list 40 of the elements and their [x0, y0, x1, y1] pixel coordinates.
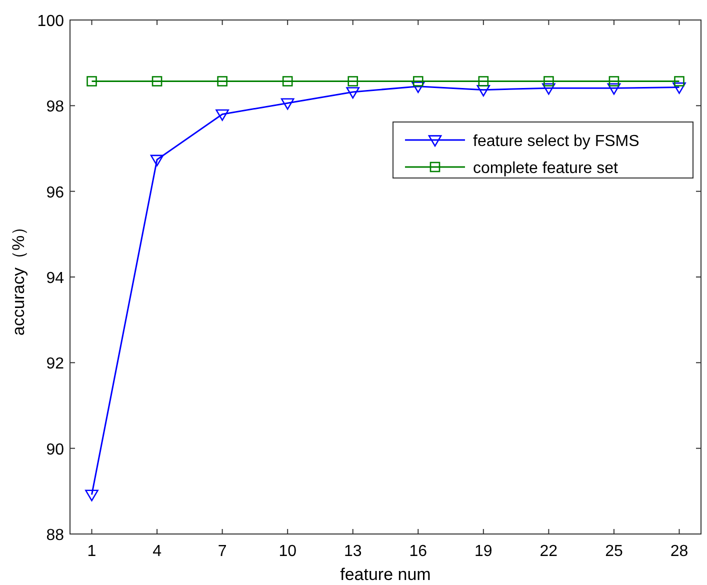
point [544, 76, 554, 86]
point [282, 76, 293, 86]
y-tick-label: 98 [46, 98, 64, 116]
x-tick-label: 28 [670, 543, 688, 560]
point [346, 87, 360, 99]
y-tick-label: 92 [46, 356, 64, 373]
y-tick-label: 88 [46, 527, 64, 544]
x-tick-label: 7 [218, 543, 227, 560]
x-axis-title: feature num [340, 565, 431, 584]
x-tick-label: 10 [278, 543, 297, 560]
x-tick-label: 16 [409, 543, 428, 560]
point [608, 76, 620, 86]
point [348, 76, 358, 86]
point [411, 82, 425, 94]
x-tick-label: 4 [152, 543, 162, 560]
y-tick-label: 94 [46, 270, 64, 287]
x-tick-label: 22 [540, 543, 558, 560]
legend-label: complete feature set [473, 160, 619, 177]
legend-label: feature select by FSMS [473, 133, 640, 150]
point [85, 490, 98, 502]
point [607, 83, 621, 95]
point [86, 76, 97, 86]
point [412, 76, 424, 86]
point [280, 98, 294, 110]
point [217, 76, 228, 86]
point [672, 82, 686, 94]
y-axis-title: accuracy（%） [9, 218, 28, 336]
point [478, 76, 489, 86]
x-tick-label: 19 [474, 543, 492, 560]
y-tick-label: 100 [37, 13, 64, 30]
point [542, 83, 556, 95]
point [152, 76, 162, 86]
point [150, 154, 164, 166]
x-tick-label: 1 [87, 543, 96, 560]
point [674, 76, 684, 86]
y-tick-label: 90 [46, 441, 64, 458]
x-tick-label: 13 [344, 543, 362, 560]
y-tick-label: 96 [46, 184, 64, 202]
point [216, 109, 229, 121]
x-tick-label: 25 [605, 543, 623, 560]
